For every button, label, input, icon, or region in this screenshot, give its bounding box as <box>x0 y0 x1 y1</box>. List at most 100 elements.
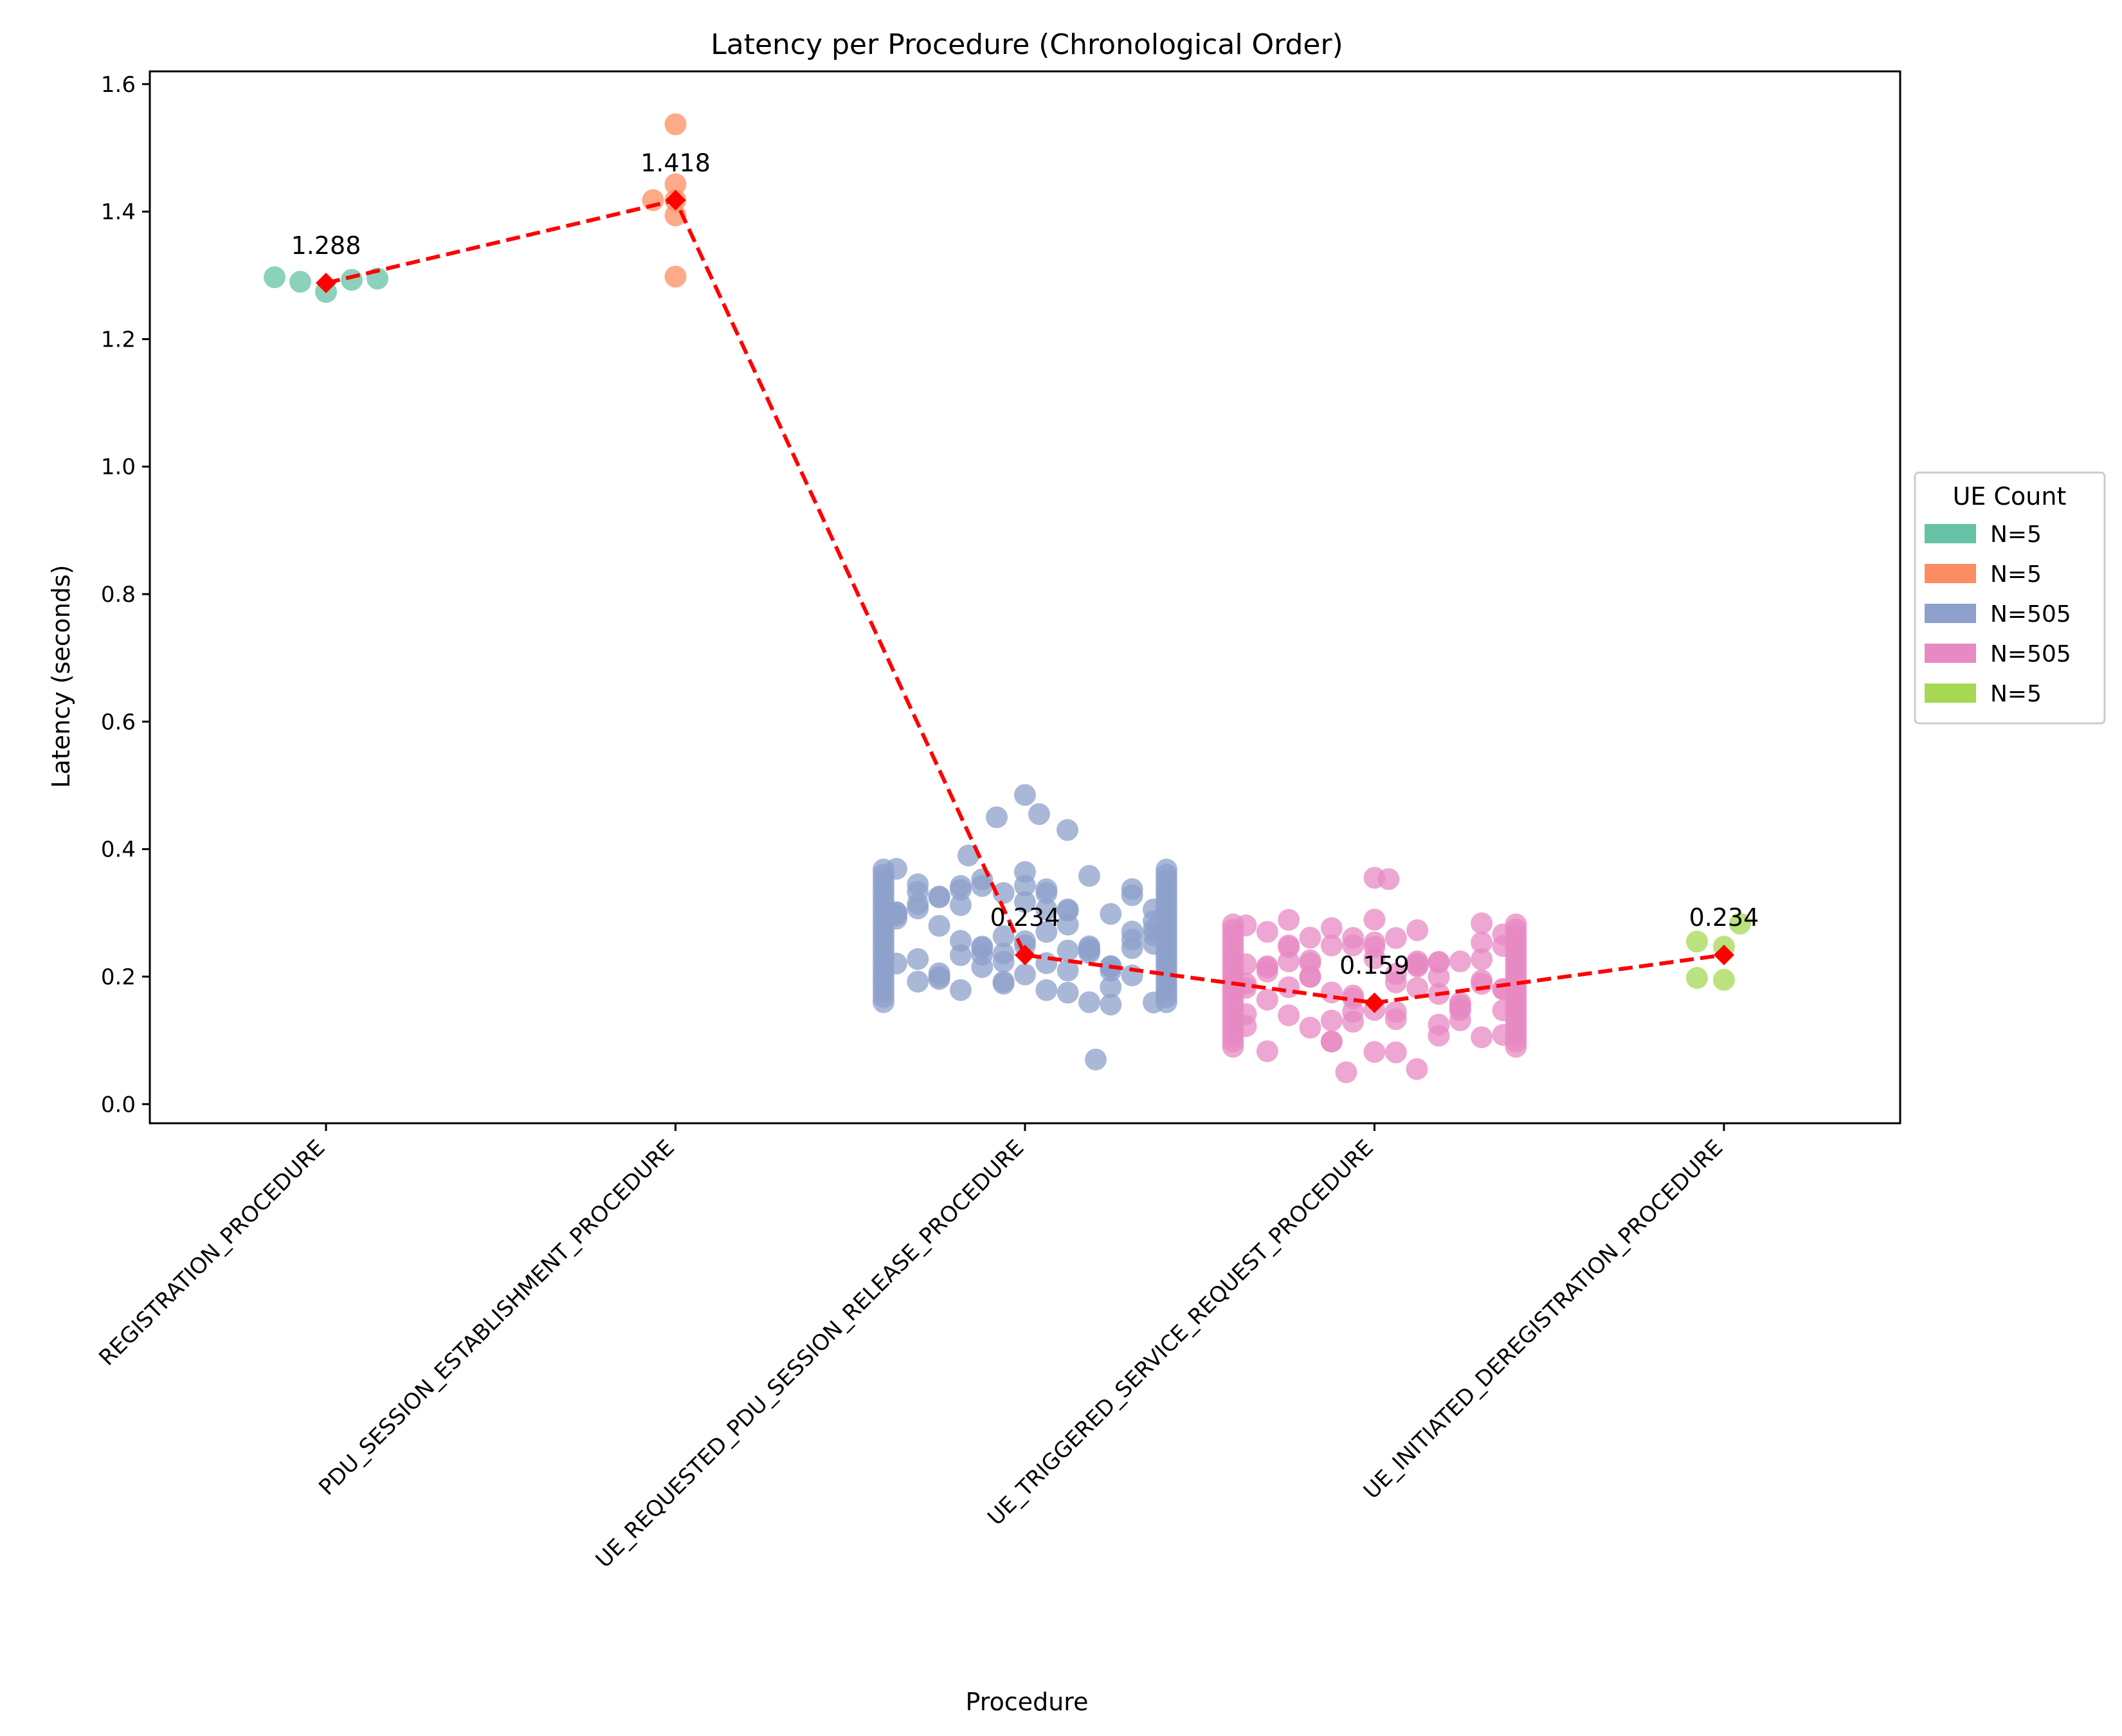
data-point <box>1471 973 1493 995</box>
x-tick-label: UE_INITIATED_DEREGISTRATION_PROCEDURE <box>1359 1135 1728 1504</box>
y-axis-title: Latency (seconds) <box>47 565 75 788</box>
data-point <box>1035 878 1058 901</box>
y-tick-label: 0.6 <box>101 709 136 735</box>
data-point <box>907 892 929 915</box>
legend-swatch <box>1925 524 1976 543</box>
data-point <box>928 966 950 988</box>
data-point <box>1278 909 1300 931</box>
data-point <box>1342 1011 1365 1033</box>
data-point <box>1056 939 1079 962</box>
data-point <box>1299 927 1321 949</box>
data-point <box>1100 976 1122 999</box>
data-point <box>1014 784 1036 806</box>
data-point <box>1428 952 1450 974</box>
data-point <box>1428 1013 1450 1036</box>
data-point <box>1256 921 1278 943</box>
data-point <box>950 894 972 916</box>
mean-line <box>325 197 1725 1005</box>
data-point <box>1100 993 1122 1016</box>
data-point <box>1363 936 1386 958</box>
data-point <box>1256 988 1278 1011</box>
data-point <box>1686 966 1708 989</box>
data-point <box>1222 913 1244 936</box>
mean-marker <box>316 273 336 294</box>
y-tick-label: 0.2 <box>101 964 136 990</box>
data-point <box>1335 1061 1357 1083</box>
mean-label: 1.418 <box>640 149 711 177</box>
mean-label: 0.234 <box>1689 903 1759 932</box>
data-point <box>1342 934 1365 957</box>
mean-label: 0.159 <box>1339 952 1410 980</box>
data-point <box>928 914 950 937</box>
data-point <box>1035 921 1058 943</box>
data-point <box>341 269 363 291</box>
data-point <box>1363 1041 1386 1063</box>
data-point <box>992 925 1015 948</box>
data-point <box>1471 948 1493 971</box>
data-point <box>1014 891 1036 913</box>
data-point <box>1406 919 1429 941</box>
data-point <box>950 979 972 1001</box>
data-point <box>664 113 687 136</box>
data-point <box>950 944 972 966</box>
swarm-points <box>264 113 1751 1083</box>
data-point <box>957 844 979 867</box>
data-point <box>664 266 687 288</box>
y-tick-label: 0.4 <box>101 837 136 863</box>
data-point <box>992 972 1015 995</box>
mean-label: 1.288 <box>291 231 361 260</box>
legend-swatch <box>1925 644 1976 663</box>
data-point <box>1299 965 1321 988</box>
data-point <box>1121 878 1143 900</box>
data-point <box>873 858 894 881</box>
data-point <box>1278 976 1300 999</box>
mean-label: 0.234 <box>990 903 1060 932</box>
data-point <box>1056 981 1079 1004</box>
y-tick-label: 1.6 <box>101 72 136 98</box>
chart-title: Latency per Procedure (Chronological Ord… <box>711 28 1343 61</box>
data-point <box>1278 936 1300 958</box>
legend-swatch <box>1925 564 1976 583</box>
legend-swatch <box>1925 683 1976 703</box>
data-point <box>1035 979 1058 1001</box>
data-point <box>1299 1017 1321 1039</box>
data-point <box>1505 913 1527 936</box>
mean-marker <box>1714 945 1734 966</box>
data-point <box>1471 931 1493 954</box>
data-point <box>986 806 1008 829</box>
x-tick-label: PDU_SESSION_ESTABLISHMENT_PROCEDURE <box>314 1135 680 1501</box>
data-point <box>1320 981 1343 1004</box>
data-point <box>971 936 993 958</box>
data-point <box>1686 930 1708 953</box>
data-point <box>1449 950 1471 973</box>
data-point <box>1320 934 1343 957</box>
data-point <box>907 948 929 970</box>
data-point <box>1078 991 1100 1013</box>
x-axis-title: Procedure <box>966 1688 1089 1716</box>
data-point <box>1384 971 1407 993</box>
data-point <box>1014 963 1036 986</box>
legend-swatch <box>1925 604 1976 623</box>
data-point <box>1342 984 1365 1007</box>
data-point <box>1320 1009 1343 1032</box>
data-point <box>1471 1026 1493 1049</box>
legend-entry: N=5 <box>1990 521 2042 548</box>
data-point <box>1256 1040 1278 1062</box>
data-point <box>1729 912 1751 935</box>
data-point <box>1028 803 1050 826</box>
data-point <box>1406 954 1429 977</box>
y-tick-label: 1.2 <box>101 327 136 352</box>
data-point <box>907 970 929 993</box>
data-point <box>950 878 972 901</box>
data-point <box>1100 903 1122 925</box>
legend-entry: N=505 <box>1990 601 2071 628</box>
mean-series: 1.288 1.418 0.234 0.159 0.234 <box>291 149 1759 1013</box>
data-point <box>1384 1041 1407 1063</box>
data-point <box>1056 898 1079 921</box>
data-point <box>1278 1004 1300 1027</box>
data-point <box>992 882 1015 904</box>
data-point <box>1056 959 1079 982</box>
data-point <box>1320 1030 1343 1053</box>
x-tick-label: REGISTRATION_PROCEDURE <box>94 1135 330 1371</box>
